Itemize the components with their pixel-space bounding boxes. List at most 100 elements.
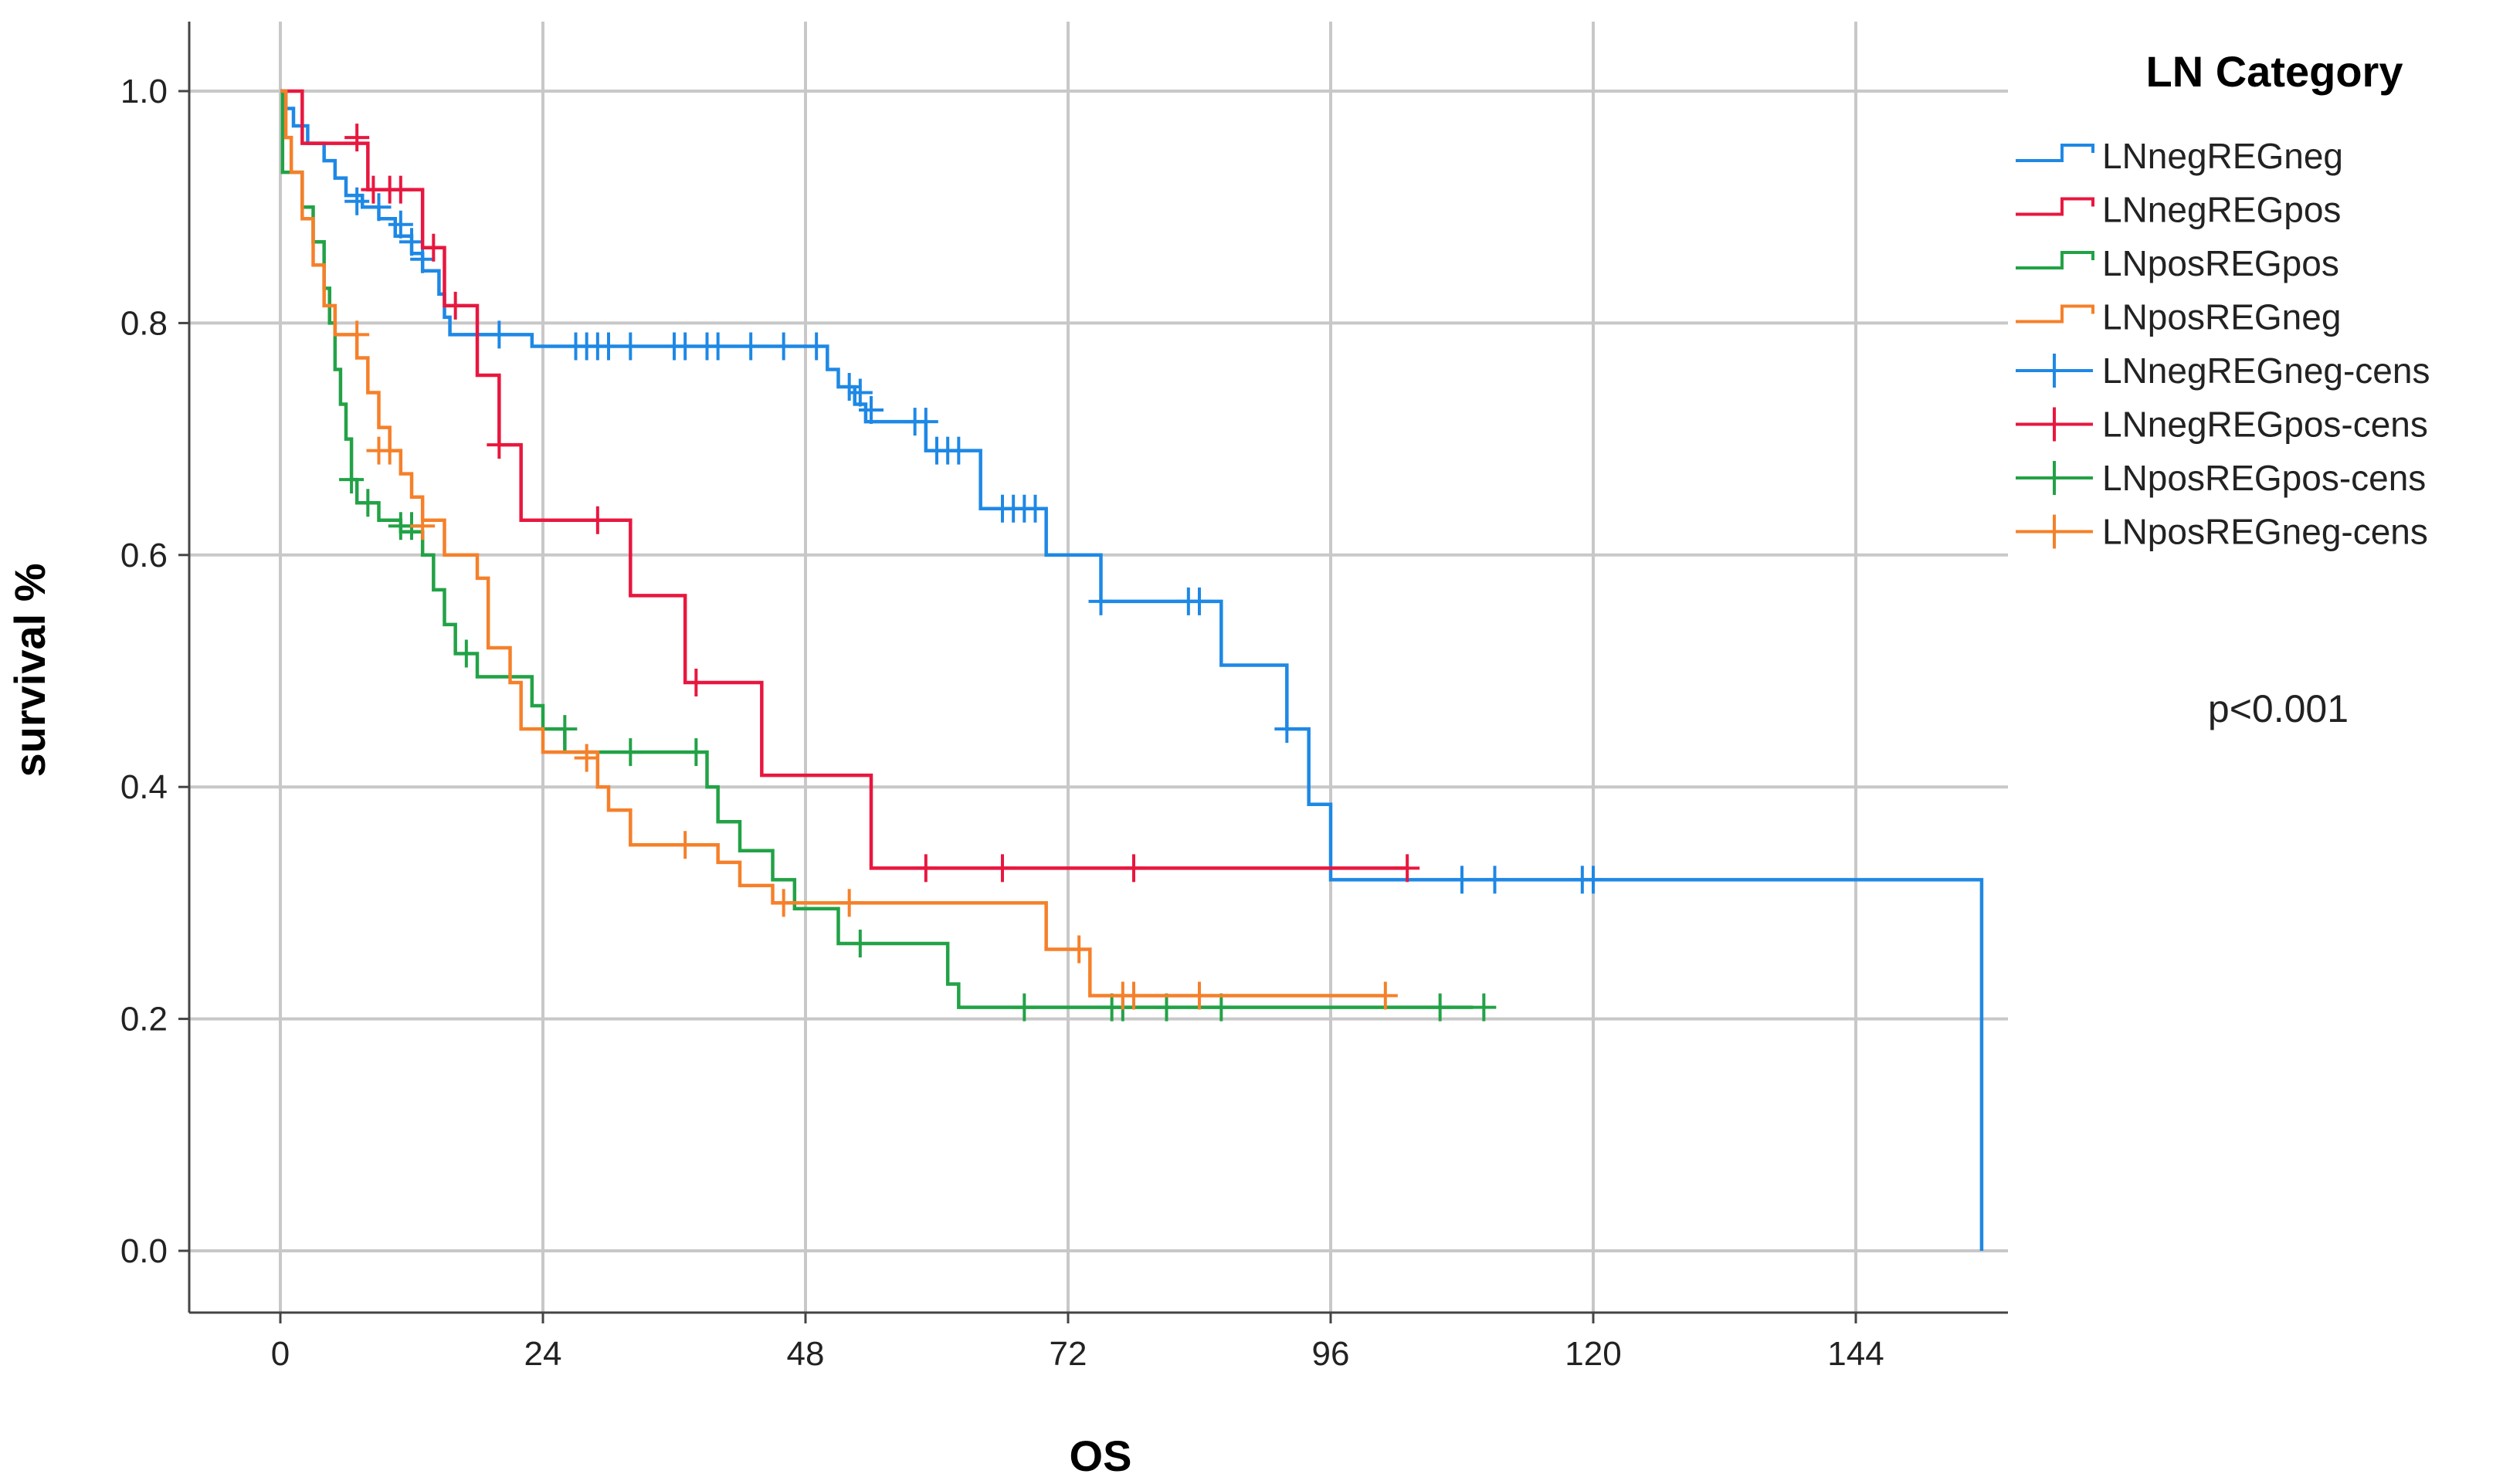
censor-mark-lnnegregpos bbox=[585, 506, 610, 534]
legend-label: LNposREGneg bbox=[2102, 297, 2341, 337]
x-tick-label: 48 bbox=[787, 1335, 825, 1373]
legend-swatch-cross bbox=[2016, 354, 2093, 388]
y-axis-title: survival % bbox=[5, 563, 54, 777]
y-tick-label: 0.4 bbox=[120, 768, 168, 806]
grid-lines bbox=[189, 22, 2008, 1313]
censor-mark-lnnegregpos bbox=[344, 124, 370, 152]
series-layer bbox=[280, 89, 1984, 1251]
censor-mark-lnnegregneg bbox=[388, 210, 413, 239]
x-tick-label: 96 bbox=[1312, 1335, 1350, 1373]
censor-mark-lnnegregneg bbox=[410, 245, 436, 273]
censor-mark-lnnegregneg bbox=[618, 332, 643, 361]
censor-mark-lnposregpos bbox=[683, 738, 709, 767]
legend-swatch-step bbox=[2016, 144, 2094, 162]
plot-area bbox=[189, 22, 2008, 1313]
legend-label: LNposREGpos bbox=[2102, 243, 2339, 283]
censor-mark-lnnegregneg bbox=[1581, 866, 1606, 894]
censor-mark-lnposregpos bbox=[453, 639, 479, 668]
legend-label: LNnegREGneg-cens bbox=[2102, 351, 2430, 391]
censor-mark-lnnegregpos bbox=[1121, 854, 1146, 883]
censor-mark-lnnegregpos bbox=[1395, 854, 1420, 883]
censor-mark-lnnegregneg bbox=[1088, 587, 1114, 615]
censor-mark-lnnegregneg bbox=[771, 332, 796, 361]
censor-mark-lnposregpos bbox=[1154, 993, 1179, 1022]
legend-label: LNposREGneg-cens bbox=[2102, 512, 2428, 552]
censor-mark-lnposregneg bbox=[1067, 935, 1092, 964]
censor-mark-lnnegregneg bbox=[596, 332, 621, 361]
censor-mark-lnposregpos bbox=[339, 466, 365, 494]
x-tick-label: 72 bbox=[1050, 1335, 1087, 1373]
legend-label: LNnegREGpos-cens bbox=[2102, 405, 2428, 445]
censor-mark-lnposregneg bbox=[1372, 981, 1398, 1010]
censor-mark-lnnegregneg bbox=[804, 332, 829, 361]
censor-mark-lnnegregneg bbox=[738, 332, 764, 361]
censor-mark-lnnegregneg bbox=[847, 378, 873, 407]
censor-mark-lnnegregneg bbox=[1187, 587, 1212, 615]
censor-mark-lnnegregneg bbox=[1274, 715, 1300, 744]
censor-mark-lnnegregneg bbox=[859, 396, 884, 425]
censor-mark-lnnegregpos bbox=[913, 854, 938, 883]
legend: LN Category LNnegREGneg LNnegREGpos LNposR… bbox=[2016, 47, 2430, 552]
x-tick-label: 24 bbox=[524, 1335, 562, 1373]
censor-mark-lnnegregneg bbox=[344, 187, 370, 215]
y-tick-label: 0.0 bbox=[120, 1232, 168, 1270]
series-line-lnposregneg bbox=[280, 89, 1385, 998]
censor-mark-lnposregneg bbox=[410, 512, 436, 540]
y-tick-label: 0.6 bbox=[120, 537, 168, 574]
censor-mark-lnposregpos bbox=[618, 738, 643, 767]
axes: 0.0 0.2 0.4 0.6 0.8 1.0 0 24 48 72 96 120 144 bbox=[120, 22, 2008, 1373]
censor-mark-lnnegregpos bbox=[487, 431, 512, 459]
censor-mark-lnposregneg bbox=[344, 320, 370, 349]
censor-mark-lnposregpos bbox=[1471, 993, 1497, 1022]
censor-mark-lnnegregneg bbox=[1450, 866, 1474, 894]
censor-mark-lnposregneg bbox=[836, 889, 862, 917]
p-value-annotation: p<0.001 bbox=[2208, 687, 2349, 730]
x-tick-label: 0 bbox=[271, 1335, 290, 1373]
censor-mark-lnnegregneg bbox=[913, 408, 938, 436]
x-axis-title: OS bbox=[1070, 1431, 1132, 1480]
censor-mark-lnnegregneg bbox=[1023, 494, 1048, 523]
censor-mark-lnnegregpos bbox=[421, 233, 446, 262]
censor-mark-lnnegregpos bbox=[388, 175, 413, 204]
censor-mark-lnnegregpos bbox=[683, 669, 709, 697]
censor-mark-lnposregneg bbox=[377, 436, 402, 465]
censor-mark-lnposregneg bbox=[1121, 981, 1146, 1010]
censor-mark-lnnegregneg bbox=[946, 436, 972, 465]
censor-mark-lnnegregneg bbox=[1482, 866, 1508, 894]
legend-swatch-step bbox=[2016, 304, 2094, 324]
legend-swatch-cross bbox=[2016, 407, 2093, 442]
censor-mark-lnposregneg bbox=[574, 744, 599, 772]
censor-mark-lnposregneg bbox=[673, 831, 698, 859]
censor-mark-lnnegregneg bbox=[836, 373, 862, 401]
censor-mark-lnnegregneg bbox=[366, 193, 392, 222]
censor-mark-lnnegregneg bbox=[487, 320, 512, 349]
censor-mark-lnnegregneg bbox=[673, 332, 698, 361]
y-tick-label: 0.8 bbox=[120, 304, 168, 342]
series-line-lnnegregpos bbox=[280, 89, 1408, 870]
censor-mark-lnposregpos bbox=[1012, 993, 1037, 1022]
y-tick-label: 0.2 bbox=[120, 1001, 168, 1038]
censor-mark-lnposregneg bbox=[771, 889, 796, 917]
censor-mark-lnposregneg bbox=[1187, 981, 1212, 1010]
legend-label: LNnegREGneg bbox=[2102, 136, 2343, 176]
censor-mark-lnposregpos bbox=[847, 929, 873, 957]
legend-label: LNnegREGpos bbox=[2102, 190, 2341, 230]
censor-mark-lnposregpos bbox=[1209, 993, 1234, 1022]
censor-mark-lnnegregneg bbox=[705, 332, 731, 361]
censor-mark-lnnegregpos bbox=[990, 854, 1015, 883]
censor-mark-lnposregpos bbox=[552, 715, 578, 744]
censor-mark-lnnegregneg bbox=[399, 228, 424, 256]
censor-mark-lnnegregpos bbox=[443, 291, 468, 320]
y-tick-label: 1.0 bbox=[120, 73, 168, 110]
x-tick-label: 144 bbox=[1827, 1335, 1884, 1373]
legend-swatch-cross bbox=[2016, 514, 2093, 549]
legend-swatch-step bbox=[2016, 197, 2094, 216]
legend-swatch-cross bbox=[2016, 461, 2093, 495]
legend-label: LNposREGpos-cens bbox=[2102, 458, 2426, 498]
legend-title: LN Category bbox=[2146, 47, 2403, 96]
censor-mark-lnposregpos bbox=[355, 489, 381, 517]
legend-swatch-step bbox=[2016, 251, 2094, 269]
x-tick-label: 120 bbox=[1565, 1335, 1621, 1373]
censor-mark-lnposregpos bbox=[1427, 993, 1453, 1022]
